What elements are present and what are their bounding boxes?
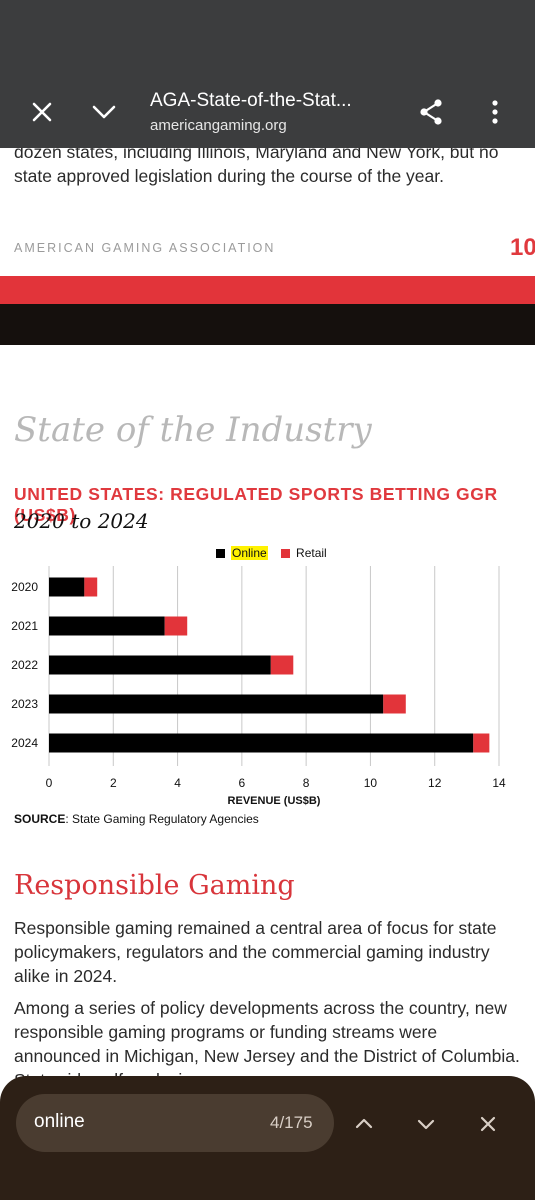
legend-swatch-online (216, 549, 225, 559)
x-tick-label: 6 (239, 776, 246, 790)
bar-retail-2021 (164, 616, 188, 636)
x-tick-label: 10 (364, 776, 378, 790)
bar-retail-2024 (473, 733, 490, 753)
bar-retail-2022 (270, 655, 294, 675)
previous-match-icon[interactable] (352, 1112, 376, 1136)
share-icon[interactable] (417, 98, 445, 126)
x-tick-label: 0 (46, 776, 53, 790)
legend-label-online: Online (231, 546, 268, 560)
paragraph: Responsible gaming remained a central ar… (14, 918, 497, 986)
legend-label-retail: Retail (296, 546, 327, 560)
y-tick-label: 2022 (11, 658, 38, 672)
y-tick-label: 2021 (11, 619, 38, 633)
chart-subtitle: 2020 to 2024 (14, 509, 149, 533)
red-divider-band (0, 276, 535, 304)
page-number: 10 (510, 234, 535, 261)
bar-online-2024 (49, 733, 474, 753)
x-tick-label: 14 (492, 776, 506, 790)
x-tick-label: 2 (110, 776, 117, 790)
bar-online-2021 (49, 616, 165, 636)
section-title: State of the Industry (14, 410, 372, 450)
x-tick-label: 12 (428, 776, 442, 790)
tab-title[interactable]: AGA-State-of-the-Stat... (150, 90, 352, 111)
source-label: SOURCE (14, 812, 66, 826)
bar-retail-2023 (383, 694, 406, 714)
revenue-bar-chart: 0 2 4 6 8 10 12 14 REVENUE (US$B) 2020 2021 2022 202… (11, 566, 506, 807)
find-query[interactable]: online (34, 1111, 85, 1132)
y-tick-label: 2023 (11, 697, 38, 711)
close-find-icon[interactable] (476, 1112, 500, 1136)
chart-source: SOURCE: State Gaming Regulatory Agencies (14, 812, 259, 826)
chart-title: UNITED STATES: REGULATED SPORTS BETTING … (14, 484, 498, 525)
black-divider-band (0, 304, 535, 345)
x-axis-label: REVENUE (US$B) (228, 795, 321, 807)
chart-legend: Online Retail (216, 546, 327, 560)
section-heading-responsible-gaming: Responsible Gaming (14, 870, 295, 901)
match-count: 4/175 (270, 1113, 313, 1132)
x-tick-label: 4 (174, 776, 181, 790)
legend-swatch-retail (281, 549, 291, 559)
find-in-page-bar: online 4/175 (0, 1076, 535, 1200)
browser-toolbar: AGA-State-of-the-Stat... americangaming.… (0, 0, 535, 148)
more-options-icon[interactable] (481, 98, 509, 126)
org-label: AMERICAN GAMING ASSOCIATION (14, 241, 276, 255)
x-tick-label: 8 (303, 776, 310, 790)
close-icon[interactable] (28, 98, 56, 126)
bar-online-2020 (49, 577, 85, 597)
page-url[interactable]: americangaming.org (150, 117, 287, 134)
bar-online-2022 (49, 655, 271, 675)
find-input[interactable] (16, 1094, 334, 1152)
y-tick-label: 2020 (11, 580, 38, 594)
next-match-icon[interactable] (414, 1112, 438, 1136)
y-tick-label: 2024 (11, 736, 38, 750)
chevron-down-icon[interactable] (90, 98, 118, 126)
bar-retail-2020 (84, 577, 98, 597)
bar-online-2023 (49, 694, 384, 714)
source-text: : State Gaming Regulatory Agencies (65, 812, 259, 826)
